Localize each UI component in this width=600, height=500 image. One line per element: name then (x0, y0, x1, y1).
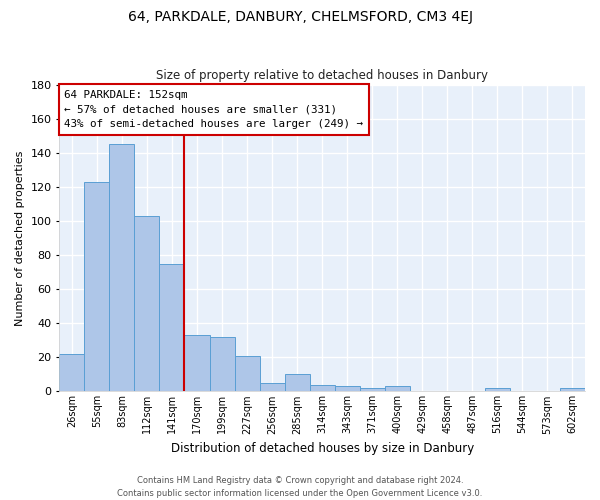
Bar (284, 374, 310, 392)
Bar (209, 337, 235, 392)
Bar (335, 386, 360, 392)
Bar (134, 216, 160, 392)
Text: Contains HM Land Registry data © Crown copyright and database right 2024.
Contai: Contains HM Land Registry data © Crown c… (118, 476, 482, 498)
Y-axis label: Number of detached properties: Number of detached properties (15, 150, 25, 326)
Text: 64, PARKDALE, DANBURY, CHELMSFORD, CM3 4EJ: 64, PARKDALE, DANBURY, CHELMSFORD, CM3 4… (128, 10, 473, 24)
Bar (59, 354, 85, 392)
Bar (560, 388, 585, 392)
Bar (310, 384, 335, 392)
Bar (109, 144, 134, 392)
Bar (485, 388, 510, 392)
Bar (260, 383, 284, 392)
X-axis label: Distribution of detached houses by size in Danbury: Distribution of detached houses by size … (170, 442, 474, 455)
Title: Size of property relative to detached houses in Danbury: Size of property relative to detached ho… (156, 69, 488, 82)
Bar (235, 356, 260, 392)
Bar (184, 335, 209, 392)
Text: 64 PARKDALE: 152sqm
← 57% of detached houses are smaller (331)
43% of semi-detac: 64 PARKDALE: 152sqm ← 57% of detached ho… (64, 90, 364, 130)
Bar (360, 388, 385, 392)
Bar (385, 386, 410, 392)
Bar (160, 264, 184, 392)
Bar (85, 182, 109, 392)
